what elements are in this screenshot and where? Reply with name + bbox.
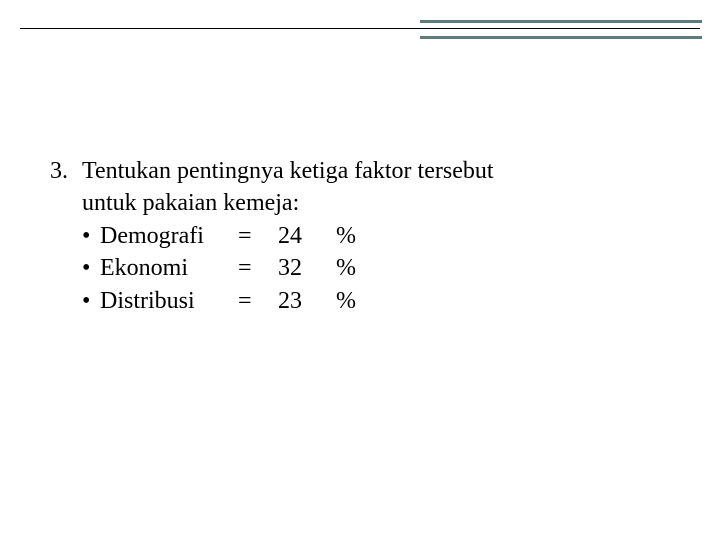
equals-sign: =	[238, 285, 278, 317]
list-number: 3.	[50, 155, 82, 187]
lead-line2-row: untuk pakaian kemeja:	[50, 187, 670, 219]
factor-value: 23	[278, 285, 336, 317]
percent-sign: %	[336, 220, 366, 252]
top-ornament	[0, 0, 720, 44]
bullet-row-demografi: • Demografi = 24 %	[82, 220, 670, 252]
bullet-row-ekonomi: • Ekonomi = 32 %	[82, 252, 670, 284]
bullet-row-distribusi: • Distribusi = 23 %	[82, 285, 670, 317]
ornament-single-line	[20, 28, 700, 29]
factor-name: Demografi	[100, 220, 238, 252]
bullet-icon: •	[82, 220, 100, 252]
list-item-3: 3. Tentukan pentingnya ketiga faktor ter…	[50, 155, 670, 187]
bullet-list: • Demografi = 24 % • Ekonomi = 32 % • Di…	[82, 220, 670, 317]
bullet-icon: •	[82, 252, 100, 284]
equals-sign: =	[238, 252, 278, 284]
slide: 3. Tentukan pentingnya ketiga faktor ter…	[0, 0, 720, 540]
ornament-double-line-top	[420, 20, 702, 23]
lead-text-line1: Tentukan pentingnya ketiga faktor terseb…	[82, 155, 670, 187]
factor-name: Ekonomi	[100, 252, 238, 284]
percent-sign: %	[336, 285, 366, 317]
equals-sign: =	[238, 220, 278, 252]
lead-text-line2: untuk pakaian kemeja:	[82, 187, 670, 219]
factor-name: Distribusi	[100, 285, 238, 317]
factor-value: 32	[278, 252, 336, 284]
factor-value: 24	[278, 220, 336, 252]
bullet-icon: •	[82, 285, 100, 317]
percent-sign: %	[336, 252, 366, 284]
content-block: 3. Tentukan pentingnya ketiga faktor ter…	[50, 155, 670, 317]
ornament-double-line-bottom	[420, 36, 702, 39]
